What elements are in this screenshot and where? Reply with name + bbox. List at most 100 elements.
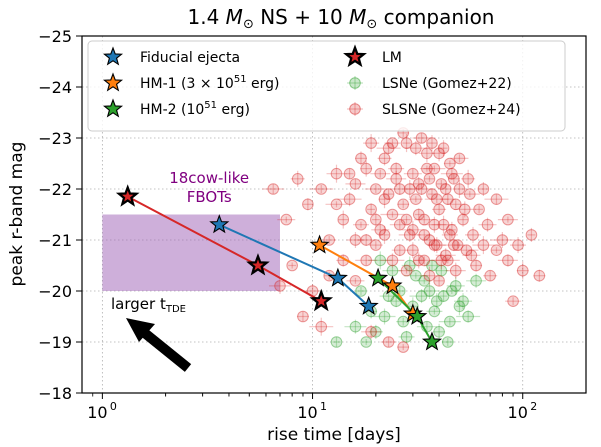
slsne-point: [378, 152, 391, 165]
lsne-point: [441, 336, 454, 348]
slsne-point: [360, 234, 373, 246]
slsne-point: [423, 234, 436, 246]
slsne-point: [437, 142, 450, 154]
legend-box: [87, 40, 566, 132]
slsne-point: [382, 188, 395, 200]
lsne-point: [426, 259, 438, 272]
title-part: ⊙: [243, 17, 254, 32]
slsne-point: [444, 229, 456, 241]
slsne-point: [446, 167, 458, 180]
series-star: [407, 305, 428, 326]
model-series: [115, 184, 443, 351]
slsne-point: [457, 213, 469, 226]
legend-label: HM-1 (3 × 1051 erg): [140, 74, 280, 92]
slsne-point: [370, 213, 382, 226]
slsne-point: [386, 208, 399, 221]
slsne-point: [393, 183, 406, 195]
slsne-point: [451, 239, 464, 251]
slsne-point: [502, 213, 514, 226]
slsne-point: [415, 183, 428, 195]
slsne-point: [516, 264, 529, 277]
lsne-point: [360, 336, 373, 348]
lsne-point: [470, 275, 482, 287]
lsne-point: [378, 310, 391, 323]
lsne-point: [453, 300, 466, 313]
slsne-point: [355, 152, 367, 165]
slsne-point: [462, 173, 474, 185]
tde-arrow-shaft: [137, 326, 192, 372]
lsne-point: [449, 280, 462, 292]
slsne-point: [453, 152, 466, 165]
slsne-point: [423, 173, 436, 185]
lsne-point: [400, 331, 413, 343]
slsne-point: [403, 229, 416, 241]
slsne-point: [430, 239, 443, 251]
y-axis-label: peak r-band mag: [7, 142, 27, 287]
slsne-point: [315, 320, 328, 333]
slsne-point: [490, 193, 503, 205]
lsne-point: [349, 320, 362, 333]
slsne-point: [502, 254, 514, 267]
slsne-point: [397, 341, 410, 353]
slsne-point: [297, 310, 309, 323]
slsne-point: [428, 162, 441, 175]
lsne-point: [355, 285, 367, 297]
x-tick-exponent: 0: [110, 400, 117, 413]
lsne-point: [430, 295, 443, 308]
series-star-core: [122, 190, 134, 202]
slsne-point: [349, 275, 362, 287]
slsne-point: [370, 239, 382, 251]
slsne-point: [374, 167, 387, 180]
y-tick-label: −18: [38, 384, 72, 403]
legend-label: LM: [382, 50, 402, 66]
fbot-label: FBOTs: [187, 188, 232, 206]
slsne-point: [533, 269, 546, 282]
slsne-point: [374, 224, 387, 236]
legend-label: Fiducial ejecta: [140, 50, 240, 66]
slsne-point: [330, 198, 343, 211]
slsne-point: [286, 259, 298, 272]
slsne-point: [439, 183, 452, 195]
axes: 10 0 10 1 10 2−18−19−20−21−22−23−24−25: [38, 27, 587, 422]
slsne-point: [400, 213, 413, 226]
y-tick-label: −25: [38, 27, 72, 46]
slsne-point: [365, 326, 377, 338]
legend-star: [102, 46, 124, 66]
slsne-point: [407, 167, 419, 180]
slsne-point: [378, 193, 391, 205]
legend-star: [102, 98, 124, 118]
title-part: M: [226, 5, 243, 29]
lsne-point: [330, 336, 343, 348]
slsne-point: [360, 254, 373, 267]
slsne-point: [378, 229, 391, 241]
slsne-point: [330, 167, 343, 180]
lsne-point: [370, 326, 382, 338]
lsne-point: [435, 264, 448, 277]
x-axis-label: rise time [days]: [267, 425, 401, 445]
slsne-point: [437, 218, 450, 231]
slsne-point: [490, 244, 503, 256]
slsne-point: [418, 229, 431, 241]
slsne-point: [423, 269, 436, 282]
y-tick-label: −21: [38, 231, 72, 250]
slsne-point: [449, 264, 462, 277]
series-star: [368, 267, 389, 287]
lsne-point: [423, 285, 436, 297]
series-star: [309, 234, 330, 254]
y-tick-label: −20: [38, 282, 72, 301]
legend-star-core: [349, 51, 361, 62]
slsne-point: [365, 137, 377, 149]
legend-star: [102, 72, 124, 92]
slsne-point: [400, 264, 413, 277]
slsne-point: [512, 239, 524, 251]
slsne-point: [382, 336, 395, 348]
lsne-point: [428, 305, 441, 318]
title-part: ⊙: [366, 17, 377, 32]
slsne-point: [446, 224, 458, 236]
y-tick-label: −24: [38, 78, 72, 97]
series-star: [421, 331, 443, 351]
x-tick-label: 10: [508, 403, 528, 422]
slsne-point: [435, 254, 448, 267]
